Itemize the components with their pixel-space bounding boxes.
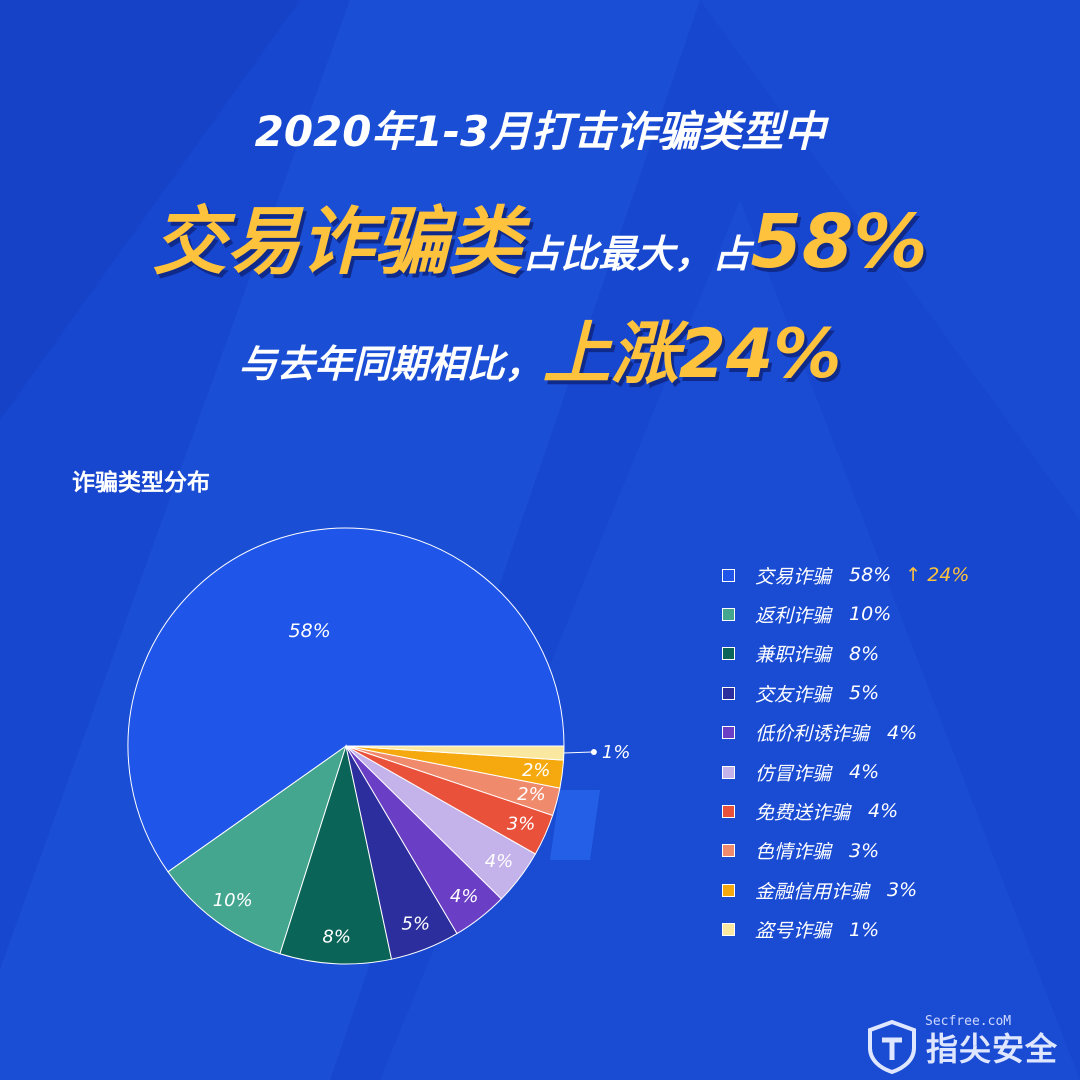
pie-slice-0 (127, 527, 565, 873)
legend-item-0: 交易诈骗 58% ↑ 24% (722, 563, 969, 588)
legend-value-0: 58% (849, 564, 892, 586)
pie-slice-label-4: 4% (450, 886, 479, 907)
legend-swatch-7 (722, 844, 735, 858)
watermark: Secfree.coM (925, 1014, 1012, 1029)
legend-item-8: 金融信用诈骗 3% (722, 878, 918, 903)
pie-slice-label-2: 8% (322, 927, 351, 948)
legend-value-9: 1% (849, 918, 880, 941)
legend-value-6: 4% (868, 800, 899, 823)
legend-swatch-9 (722, 923, 735, 937)
legend-item-5: 仿冒诈骗 4% (722, 760, 880, 785)
legend-label-3: 交友诈骗 (755, 683, 832, 706)
pie-leader-dot-9 (590, 749, 597, 756)
brand-logo: 指尖安全 (866, 1020, 1058, 1074)
legend-value-4: 4% (887, 721, 918, 744)
legend-label-7: 色情诈骗 (755, 841, 832, 864)
pie-slice-label-6: 3% (507, 813, 536, 834)
pie-slice-2 (279, 744, 393, 965)
legend-item-3: 交友诈骗 5% (722, 681, 880, 706)
legend-label-9: 盗号诈骗 (755, 920, 832, 943)
legend-value-1: 10% (849, 603, 892, 626)
pie-slice-label-7: 2% (517, 784, 546, 805)
headline-mid-text: 占比最大，占 (522, 232, 751, 276)
legend-change-value-0: 24% (927, 564, 970, 586)
headline-line-1: 2020年1-3月打击诈骗类型中 (254, 107, 826, 156)
legend-swatch-4 (722, 726, 735, 740)
legend-swatch-5 (722, 765, 735, 779)
headline-growth: 上涨24% (542, 315, 842, 394)
legend-value-3: 5% (849, 682, 880, 705)
legend-item-4: 低价利诱诈骗 4% (722, 721, 917, 745)
headline-compare-text: 与去年同期相比， (238, 342, 543, 386)
legend-value-7: 3% (849, 839, 880, 862)
legend-label-8: 金融信用诈骗 (755, 880, 870, 903)
arrow-up-icon: ↑ (905, 564, 928, 586)
headline-line-3: 与去年同期相比，上涨24% (0, 298, 1080, 397)
legend-label-2: 兼职诈骗 (755, 644, 832, 667)
headline-line-2: 交易诈骗类占比最大，占58% (0, 182, 1080, 289)
legend-swatch-1 (722, 607, 735, 621)
pie-slice-label-1: 10% (213, 890, 253, 911)
legend-item-1: 返利诈骗 10% (722, 602, 892, 627)
legend-swatch-2 (722, 647, 735, 661)
legend-label-0: 交易诈骗 (755, 565, 832, 588)
pie-slice-label-9: 1% (602, 742, 631, 763)
pie-slice-label-5: 4% (485, 851, 514, 872)
legend-label-6: 免费送诈骗 (755, 801, 851, 824)
brand-name: 指尖安全 (926, 1030, 1059, 1068)
legend-label-1: 返利诈骗 (755, 604, 832, 627)
legend-label-4: 低价利诱诈骗 (755, 723, 870, 746)
legend-item-2: 兼职诈骗 8% (722, 642, 879, 666)
shield-icon (868, 1020, 916, 1074)
legend-item-9: 盗号诈骗 1% (722, 918, 879, 942)
legend-value-2: 8% (849, 642, 880, 665)
pie-slice-1 (167, 744, 347, 955)
headline-highlight-type: 交易诈骗类 (152, 199, 523, 285)
legend-item-6: 免费送诈骗 4% (722, 799, 899, 824)
legend-swatch-8 (722, 883, 735, 897)
pie-slice-label-0: 58% (289, 620, 331, 642)
pie-leader-line-9 (563, 751, 592, 754)
legend-change-0: ↑ 24% (905, 564, 969, 586)
legend-swatch-3 (722, 686, 735, 700)
legend-value-5: 4% (849, 761, 880, 783)
pie-slice-label-8: 2% (522, 760, 551, 781)
chart-title: 诈骗类型分布 (72, 470, 210, 496)
legend-swatch-0 (722, 568, 735, 582)
legend-item-7: 色情诈骗 3% (722, 839, 879, 863)
headline-highlight-value: 58% (750, 199, 928, 285)
legend-value-8: 3% (887, 879, 918, 902)
legend-label-5: 仿冒诈骗 (755, 762, 832, 785)
legend-swatch-6 (722, 804, 735, 818)
pie-slice-label-3: 5% (402, 914, 431, 935)
